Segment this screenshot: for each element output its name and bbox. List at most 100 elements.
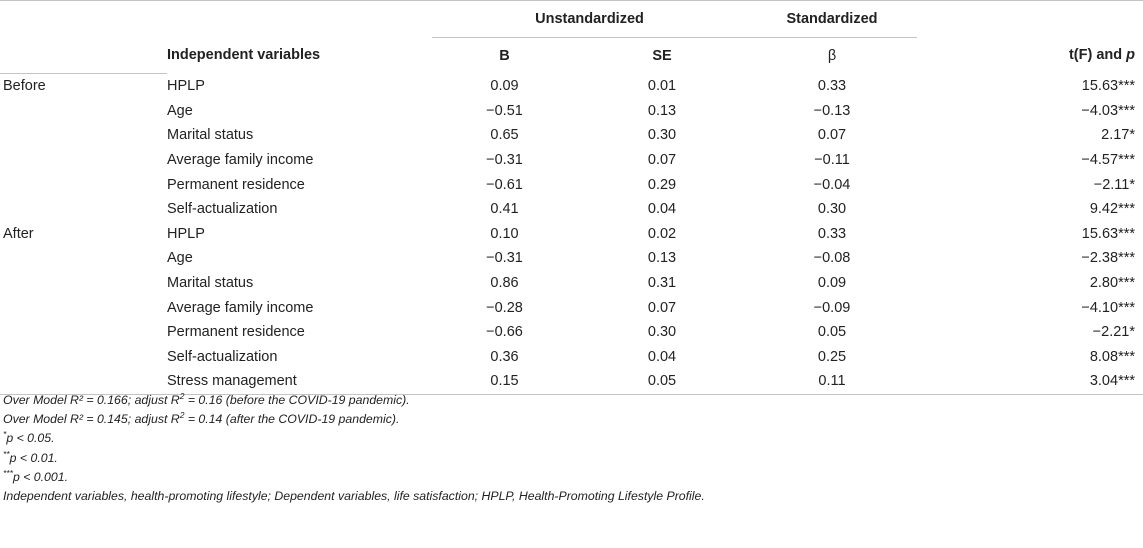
table-row: After HPLP 0.10 0.02 0.33 15.63*** (0, 222, 1143, 247)
beta-value: 0.09 (817, 275, 847, 292)
header-beta: β (827, 47, 837, 64)
se-value: 0.01 (647, 78, 677, 95)
table-row: Before HPLP 0.09 0.01 0.33 15.63*** (0, 74, 1143, 99)
row-group-label (0, 246, 167, 271)
beta-value: 0.11 (747, 369, 917, 395)
variable-name: Self-actualization (167, 348, 278, 365)
variable-name: Permanent residence (167, 324, 305, 341)
row-group-label (0, 320, 167, 345)
row-group-label (0, 295, 167, 320)
t-value: 8.08*** (1089, 348, 1135, 365)
table-row: Permanent residence −0.66 0.30 0.05 −2.21* (0, 320, 1143, 345)
header-unstandardized: Unstandardized (432, 1, 747, 38)
row-group-label (0, 99, 167, 124)
beta-value: −0.13 (813, 102, 851, 119)
row-group-label: Before (3, 78, 46, 95)
se-value: 0.07 (647, 299, 677, 316)
variable-name: Self-actualization (167, 201, 278, 218)
table-row: Marital status 0.86 0.31 0.09 2.80*** (0, 271, 1143, 296)
t-value: −2.11* (1093, 176, 1135, 193)
table-row: Self-actualization 0.41 0.04 0.30 9.42*** (0, 197, 1143, 222)
b-value: 0.09 (490, 78, 519, 95)
row-group-label: After (3, 225, 34, 242)
variable-name: Average family income (167, 299, 314, 316)
row-group-label (0, 345, 167, 370)
regression-table: Unstandardized Standardized Independent … (0, 0, 1143, 395)
t-value: −4.10*** (1081, 299, 1135, 316)
table-row: Stress management 0.15 0.05 0.11 3.04*** (0, 369, 1143, 395)
row-group-label (0, 148, 167, 173)
se-value: 0.04 (647, 201, 677, 218)
b-value: −0.31 (486, 152, 523, 169)
footnote-abbreviations: Independent variables, health-promoting … (3, 489, 705, 504)
se-value: 0.31 (647, 275, 677, 292)
beta-value: −0.04 (813, 176, 851, 193)
se-value: 0.05 (577, 369, 747, 395)
variable-name: Marital status (167, 275, 254, 292)
row-group-label (0, 271, 167, 296)
b-value: 0.36 (490, 348, 519, 365)
header-column-row: Independent variables B SE β t(F) and p (0, 37, 1143, 74)
t-value: 9.42*** (1089, 201, 1135, 218)
se-value: 0.30 (647, 127, 677, 144)
t-value: 15.63*** (1081, 225, 1135, 242)
t-value: 15.63*** (1081, 78, 1135, 95)
table-body: Before HPLP 0.09 0.01 0.33 15.63*** Age −0.51 0.… (0, 74, 1143, 395)
footnote-p005: *p < 0.05. (3, 429, 55, 446)
header-b: B (499, 47, 510, 64)
se-value: 0.04 (647, 348, 677, 365)
header-group-row: Unstandardized Standardized (0, 1, 1143, 38)
variable-name: Permanent residence (167, 176, 305, 193)
b-value: −0.28 (486, 299, 523, 316)
row-group-label (0, 123, 167, 148)
t-value: 3.04*** (917, 369, 1143, 395)
header-p-label: p (1126, 47, 1135, 64)
footnote-model-before: Over Model R² = 0.166; adjust R2 = 0.16 … (3, 390, 410, 407)
se-value: 0.29 (647, 176, 677, 193)
header-standardized: Standardized (747, 1, 917, 38)
se-value: 0.07 (647, 152, 677, 169)
beta-value: −0.09 (813, 299, 851, 316)
se-value: 0.13 (647, 250, 677, 267)
se-value: 0.13 (647, 102, 677, 119)
t-value: 2.17* (1101, 127, 1135, 144)
table-row: Average family income −0.31 0.07 −0.11 −4.57… (0, 148, 1143, 173)
table-footnotes: Over Model R² = 0.166; adjust R2 = 0.16 … (3, 391, 705, 506)
t-value: 2.80*** (1089, 275, 1135, 292)
beta-value: 0.33 (817, 225, 847, 242)
variable-name: Age (167, 250, 193, 267)
footnote-model-after: Over Model R² = 0.145; adjust R2 = 0.14 … (3, 410, 400, 427)
t-value: −4.03*** (1081, 102, 1135, 119)
table-row: Marital status 0.65 0.30 0.07 2.17* (0, 123, 1143, 148)
row-group-label (0, 197, 167, 222)
t-value: −2.21* (1092, 324, 1135, 341)
header-independent-variables: Independent variables (167, 47, 321, 64)
beta-value: 0.07 (817, 127, 847, 144)
se-value: 0.02 (647, 225, 677, 242)
row-group-label (0, 369, 167, 395)
header-t-label: t(F) and (1068, 47, 1127, 64)
table-row: Age −0.51 0.13 −0.13 −4.03*** (0, 99, 1143, 124)
b-value: 0.41 (490, 201, 519, 218)
beta-value: 0.30 (817, 201, 847, 218)
variable-name: Average family income (167, 152, 314, 169)
se-value: 0.30 (647, 324, 677, 341)
variable-name: Age (167, 102, 193, 119)
b-value: 0.86 (490, 275, 519, 292)
variable-name: Marital status (167, 127, 254, 144)
variable-name: Stress management (167, 369, 432, 395)
beta-value: 0.25 (817, 348, 847, 365)
beta-value: 0.33 (817, 78, 847, 95)
footnote-p0001: ***p < 0.001. (3, 467, 68, 484)
b-value: 0.15 (432, 369, 577, 395)
table-row: Average family income −0.28 0.07 −0.09 −4.10… (0, 295, 1143, 320)
b-value: −0.66 (486, 324, 523, 341)
beta-value: 0.05 (817, 324, 847, 341)
header-se: SE (652, 47, 672, 64)
beta-value: −0.08 (813, 250, 851, 267)
variable-name: HPLP (167, 78, 205, 95)
row-group-label (0, 172, 167, 197)
b-value: −0.61 (486, 176, 523, 193)
variable-name: HPLP (167, 225, 205, 242)
